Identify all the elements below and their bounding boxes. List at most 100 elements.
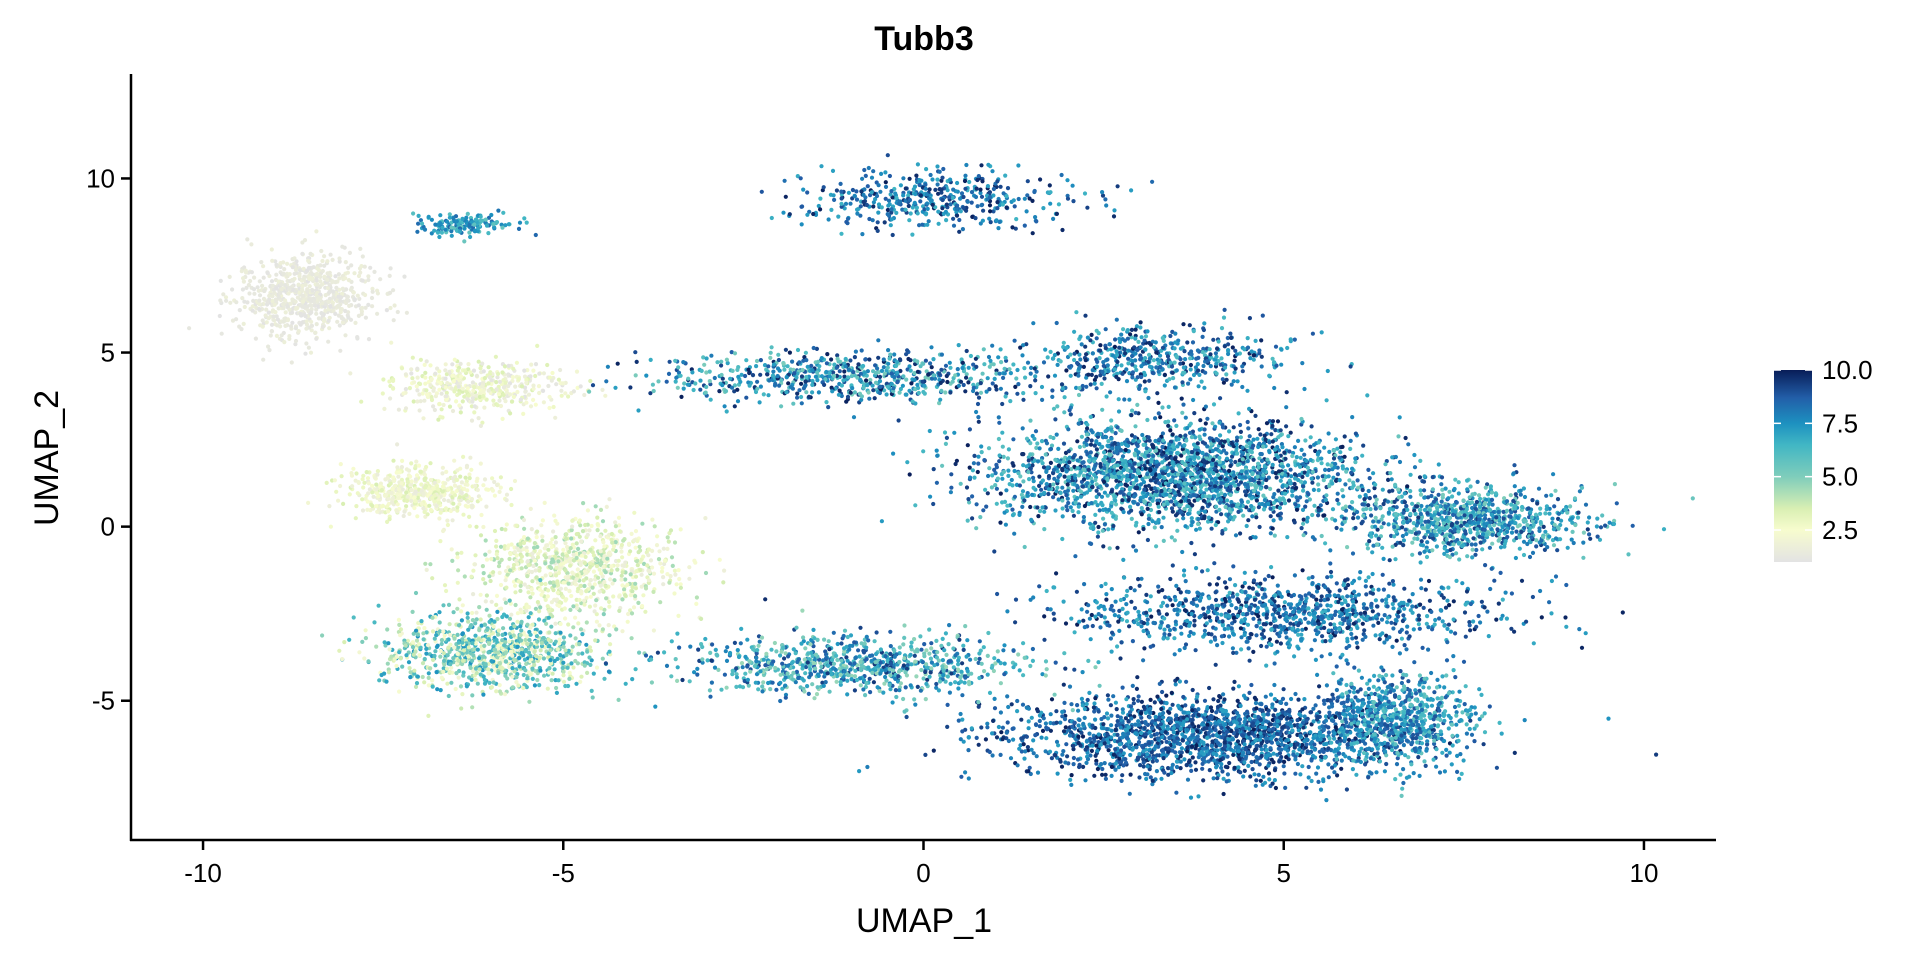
data-point — [537, 569, 541, 573]
data-point — [861, 193, 865, 197]
data-point — [1014, 217, 1018, 221]
data-point — [263, 298, 267, 302]
data-point — [298, 303, 302, 307]
data-point — [634, 667, 638, 671]
data-point — [634, 546, 638, 550]
data-point — [627, 542, 631, 546]
data-point — [704, 571, 708, 575]
data-point — [842, 369, 846, 373]
data-point — [518, 221, 522, 225]
data-point — [755, 387, 759, 391]
data-point — [687, 565, 691, 569]
data-point — [580, 651, 584, 655]
data-point — [789, 385, 793, 389]
data-point — [891, 386, 895, 390]
data-point — [531, 369, 535, 373]
data-point — [636, 408, 640, 412]
data-point — [257, 307, 261, 311]
data-point — [1226, 348, 1230, 352]
data-point — [859, 204, 863, 208]
data-point — [527, 393, 531, 397]
data-point — [386, 662, 390, 666]
data-point — [486, 671, 490, 675]
data-point — [420, 502, 424, 506]
data-point — [927, 219, 931, 223]
data-point — [876, 229, 880, 233]
data-point — [421, 631, 425, 635]
data-point — [299, 323, 303, 327]
data-point — [1115, 360, 1119, 364]
data-point — [708, 370, 712, 374]
data-point — [754, 364, 758, 368]
data-point — [801, 188, 805, 192]
data-point — [879, 172, 883, 176]
data-point — [338, 299, 342, 303]
data-point — [986, 163, 990, 167]
data-point — [219, 279, 223, 283]
data-point — [500, 558, 504, 562]
data-point — [530, 527, 534, 531]
data-point — [961, 361, 965, 365]
data-point — [919, 193, 923, 197]
data-point — [380, 673, 384, 677]
data-point — [594, 504, 598, 508]
data-point — [855, 212, 859, 216]
data-point — [966, 200, 970, 204]
data-point — [385, 308, 389, 312]
data-point — [546, 604, 550, 608]
data-point — [423, 376, 427, 380]
data-point — [964, 376, 968, 380]
data-point — [460, 217, 464, 221]
data-point — [404, 406, 408, 410]
data-point — [635, 569, 639, 573]
data-point — [829, 208, 833, 212]
data-point — [438, 539, 442, 543]
data-point — [1289, 339, 1293, 343]
data-point — [388, 274, 392, 278]
data-point — [543, 501, 547, 505]
data-point — [1112, 208, 1116, 212]
data-point — [477, 638, 481, 642]
data-point — [419, 619, 423, 623]
data-point — [908, 198, 912, 202]
data-point — [1192, 329, 1196, 333]
data-point — [443, 368, 447, 372]
data-point — [1030, 199, 1034, 203]
data-point — [633, 582, 637, 586]
data-point — [459, 375, 463, 379]
data-point — [1194, 365, 1198, 369]
data-point — [327, 290, 331, 294]
data-point — [497, 643, 501, 647]
data-point — [859, 398, 863, 402]
data-point — [366, 476, 370, 480]
data-point — [436, 644, 440, 648]
data-point — [520, 647, 524, 651]
data-point — [513, 385, 517, 389]
data-point — [428, 666, 432, 670]
data-point — [652, 628, 656, 632]
data-point — [397, 650, 401, 654]
data-point — [877, 202, 881, 206]
data-point — [777, 384, 781, 388]
data-point — [759, 358, 763, 362]
data-point — [508, 568, 512, 572]
data-point — [810, 379, 814, 383]
data-point — [519, 633, 523, 637]
data-point — [523, 390, 527, 394]
data-point — [321, 325, 325, 329]
data-point — [544, 622, 548, 626]
data-point — [327, 326, 331, 330]
data-point — [801, 368, 805, 372]
data-point — [385, 504, 389, 508]
data-point — [1012, 198, 1016, 202]
data-point — [568, 671, 572, 675]
data-point — [388, 647, 392, 651]
data-point — [499, 545, 503, 549]
data-point — [1180, 397, 1184, 401]
data-point — [1144, 334, 1148, 338]
data-point — [649, 558, 653, 562]
data-point — [784, 390, 788, 394]
data-point — [502, 393, 506, 397]
data-point — [856, 362, 860, 366]
data-point — [297, 329, 301, 333]
